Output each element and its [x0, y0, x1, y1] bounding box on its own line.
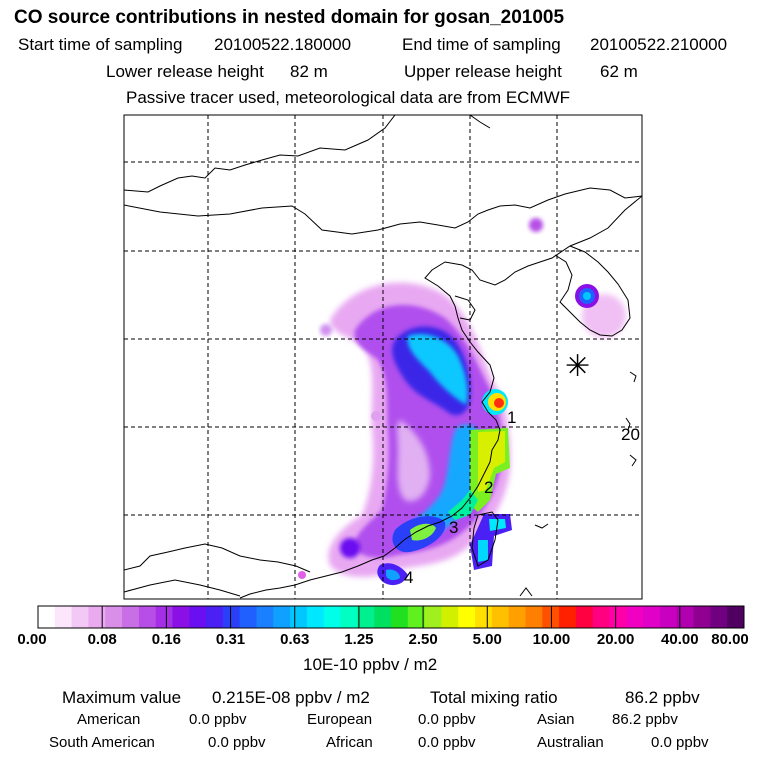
colorbar-frame: [37, 605, 745, 629]
colorbar-swatch: [575, 606, 594, 628]
colorbar-swatch: [643, 606, 661, 628]
region-name: American: [77, 711, 141, 728]
colorbar-swatch: [542, 606, 560, 628]
max-value: 0.215E-08 ppbv / m2: [212, 688, 370, 707]
coastlines: [124, 115, 642, 599]
colorbar-swatch: [424, 606, 442, 628]
colorbar-swatch: [222, 606, 241, 628]
region-name: Australian: [537, 734, 604, 751]
colorbar-swatch: [122, 606, 140, 628]
source-marker-3: 3: [449, 518, 459, 537]
colorbar-swatch: [441, 606, 459, 628]
colorbar-tick-label: 5.00: [472, 631, 502, 648]
colorbar-swatch: [475, 606, 493, 628]
receptor-marker: ✳: [565, 350, 591, 383]
colorbar-tick-label: 80.00: [711, 631, 749, 648]
side-label: 20: [621, 425, 640, 444]
colorbar-swatch: [357, 606, 375, 628]
max-value-label: Maximum value: [62, 688, 182, 707]
end-time-label: End time of sampling: [402, 35, 561, 54]
upper-release-label: Upper release height: [404, 62, 562, 81]
region-name: Asian: [537, 711, 575, 728]
colorbar-swatch: [491, 606, 510, 628]
subtitle: Passive tracer used, meteorological data…: [126, 88, 571, 107]
colorbar-swatch: [727, 606, 745, 628]
concentration-field: [298, 218, 626, 586]
lat-lon-grid: [124, 115, 642, 599]
region-value: 0.0 ppbv: [418, 734, 476, 751]
colorbar-swatch: [54, 606, 73, 628]
colorbar-swatch: [374, 606, 392, 628]
colorbar-swatch: [659, 606, 678, 628]
colorbar-swatch: [256, 606, 274, 628]
colorbar-swatch: [38, 606, 56, 628]
total-mixing-value: 86.2 ppbv: [625, 688, 700, 707]
colorbar-swatch: [559, 606, 577, 628]
region-name: South American: [49, 734, 155, 751]
colorbar-tick-label: 0.00: [17, 631, 47, 648]
colorbar-tick-label: 0.31: [215, 631, 246, 648]
colorbar-tick-label: 0.08: [87, 631, 117, 648]
colorbar-tick-label: 0.16: [151, 631, 181, 648]
colorbar-swatch: [340, 606, 358, 628]
map-title: CO source contributions in nested domain…: [14, 7, 565, 28]
start-time-value: 20100522.180000: [214, 35, 352, 54]
end-time-value: 20100522.210000: [590, 35, 728, 54]
colorbar-swatch: [172, 606, 190, 628]
colorbar-swatch: [407, 606, 426, 628]
map-frame: [123, 114, 643, 600]
colorbar-swatch: [189, 606, 207, 628]
colorbar-swatch: [306, 606, 325, 628]
source-marker-2: 2: [484, 478, 494, 497]
colorbar-tick-label: 40.00: [661, 631, 699, 648]
region-name: African: [326, 734, 373, 751]
colorbar-swatch: [391, 606, 409, 628]
colorbar-swatch: [155, 606, 173, 628]
region-name: European: [307, 711, 373, 728]
source-marker-4: 4: [404, 568, 414, 587]
colorbar-swatch: [290, 606, 308, 628]
colorbar-swatch: [273, 606, 291, 628]
colorbar-swatch: [138, 606, 157, 628]
colorbar-swatch: [710, 606, 728, 628]
region-value: 0.0 ppbv: [208, 734, 266, 751]
colorbar-swatch: [88, 606, 106, 628]
lower-release-label: Lower release height: [106, 62, 264, 81]
colorbar-tick-label: 2.50: [408, 631, 438, 648]
colorbar-tick-label: 0.63: [280, 631, 310, 648]
colorbar-swatch: [525, 606, 543, 628]
colorbar-swatch: [676, 606, 695, 628]
colorbar-swatch: [105, 606, 123, 628]
region-value: 0.0 ppbv: [418, 711, 476, 728]
region-value: 86.2 ppbv: [612, 711, 678, 728]
colorbar-swatch: [323, 606, 342, 628]
colorbar-tick-label: 10.00: [532, 631, 571, 648]
region-value: 0.0 ppbv: [651, 734, 709, 751]
colorbar-units: 10E-10 ppbv / m2: [303, 655, 438, 674]
source-marker-1: 1: [507, 408, 517, 427]
colorbar-swatch: [239, 606, 258, 628]
colorbar-swatch: [458, 606, 476, 628]
colorbar-tick-label: 1.25: [344, 631, 374, 648]
colorbar-tick-label: 20.00: [596, 631, 635, 648]
colorbar-swatch: [693, 606, 711, 628]
colorbar-swatch: [626, 606, 644, 628]
map-plot-area: [124, 115, 642, 599]
lower-release-value: 82 m: [290, 62, 328, 81]
colorbar-swatch: [592, 606, 611, 628]
colorbar: [37, 605, 745, 629]
colorbar-swatch: [609, 606, 627, 628]
colorbar-swatch: [71, 606, 89, 628]
region-value: 0.0 ppbv: [189, 711, 247, 728]
total-mixing-label: Total mixing ratio: [430, 688, 558, 707]
colorbar-swatch: [206, 606, 224, 628]
upper-release-value: 62 m: [600, 62, 638, 81]
colorbar-swatch: [508, 606, 526, 628]
start-time-label: Start time of sampling: [18, 35, 183, 54]
